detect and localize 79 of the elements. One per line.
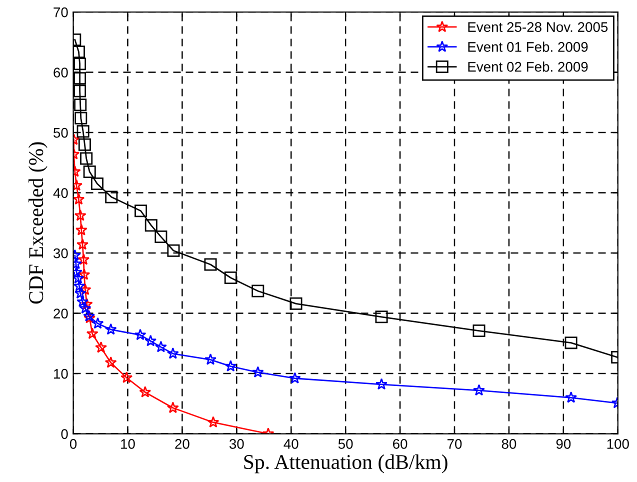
point [104,356,117,368]
x-tick-label: 40 [284,439,298,449]
point [144,219,158,232]
point [167,244,180,257]
point [83,165,96,178]
point [105,190,118,204]
point [104,323,117,335]
point [252,284,264,298]
point [74,209,86,221]
point [154,230,168,244]
y-tick-label: 20 [54,308,68,318]
point [86,328,98,339]
y-tick-label: 10 [54,368,68,379]
point [74,72,86,85]
point [564,336,578,350]
point [73,280,86,292]
point [78,268,90,280]
point [74,287,86,299]
x-tick-label: 90 [556,439,571,449]
point [472,324,486,338]
y-tick-label: 0 [61,429,68,439]
x-tick-label: 20 [175,439,190,449]
y-tick-label: 50 [54,128,68,138]
y-axis-title: CDF Exceeded (%) [28,142,48,304]
x-tick-label: 30 [229,439,244,449]
x-tick-label: 50 [338,439,353,449]
point [134,204,148,218]
point [76,238,88,250]
point [134,328,146,340]
point [79,284,92,295]
point [74,112,88,124]
point [90,178,104,190]
point [78,253,90,265]
point [154,340,167,352]
y-tick-label: 60 [54,68,68,78]
point [74,84,86,98]
y-tick-label: 30 [53,248,68,258]
point [565,391,578,403]
point [79,302,92,314]
point [375,310,388,324]
x-tick-label: 70 [447,439,462,449]
point [80,152,93,165]
x-tick-label: 10 [121,439,135,449]
point [252,366,264,378]
point [80,298,93,310]
point [95,341,108,353]
y-tick-label: 40 [53,188,68,198]
point [73,272,84,284]
point [224,360,237,372]
x-tick-label: 80 [502,439,516,449]
point [207,416,220,428]
x-tick-label: 60 [393,439,408,449]
legend-label: Event 01 Feb. 2009 [468,42,588,52]
point [73,193,85,205]
point [166,347,179,359]
point [144,334,157,346]
point [204,353,216,365]
y-tick-label: 70 [54,7,68,18]
point [224,272,237,284]
legend-label: Event 02 Feb. 2009 [468,62,588,72]
point [290,297,302,310]
point [75,224,88,236]
legend-label: Event 25-28 Nov. 2005 [468,22,608,32]
point [73,46,85,58]
point [204,258,217,271]
point [74,98,87,112]
point [473,384,485,396]
point [166,402,179,414]
x-tick-label: 0 [70,439,77,449]
point [74,58,86,70]
x-axis-title: Sp. Attenuation (dB/km) [244,454,448,474]
point [376,378,388,390]
point [92,317,104,329]
point [120,372,133,383]
point [288,372,301,384]
point [78,138,91,151]
point [139,386,152,398]
x-tick-label: 100 [607,439,629,449]
point [76,125,90,138]
